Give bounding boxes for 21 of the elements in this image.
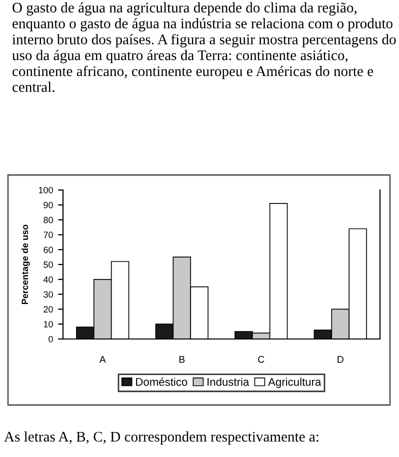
y-tick-label: 40 [43, 276, 53, 283]
y-tick-label: 80 [44, 216, 53, 224]
y-axis-title: Percentage de uso [21, 224, 30, 304]
y-tick-label: 50 [44, 261, 53, 268]
x-tick-label: B [179, 356, 185, 363]
y-tick-label: 20 [44, 306, 53, 313]
text: As letras A, B, C, D correspondem respectivamente a: [4, 431, 318, 445]
legend-label: Agricultura [268, 378, 322, 388]
y-tick-label: 100 [38, 186, 53, 194]
y-tick-label: 0 [48, 336, 53, 342]
x-tick-label: A [99, 356, 106, 363]
x-tick-label: D [338, 356, 344, 363]
y-tick-label: 10 [44, 321, 53, 328]
legend-label: Doméstico [136, 378, 188, 386]
y-tick-label: 30 [44, 291, 53, 298]
legend-label: Industria [208, 378, 250, 386]
y-tick-label: 90 [44, 202, 53, 208]
y-tick-label: 60 [44, 246, 53, 253]
x-tick-label: C [258, 356, 264, 363]
y-tick-label: 70 [44, 232, 53, 238]
chart-title: O gasto de água na agricultura depende do clima da região, enquanto o gasto de água na indústria se relaciona com o produto interno bruto dos países. A figura a seguir mostra percentagens do uso da água em quatro áreas da Terra: continente asiático, continente africano, continente europeu e Américas do norte e central. [12, 2, 396, 92]
